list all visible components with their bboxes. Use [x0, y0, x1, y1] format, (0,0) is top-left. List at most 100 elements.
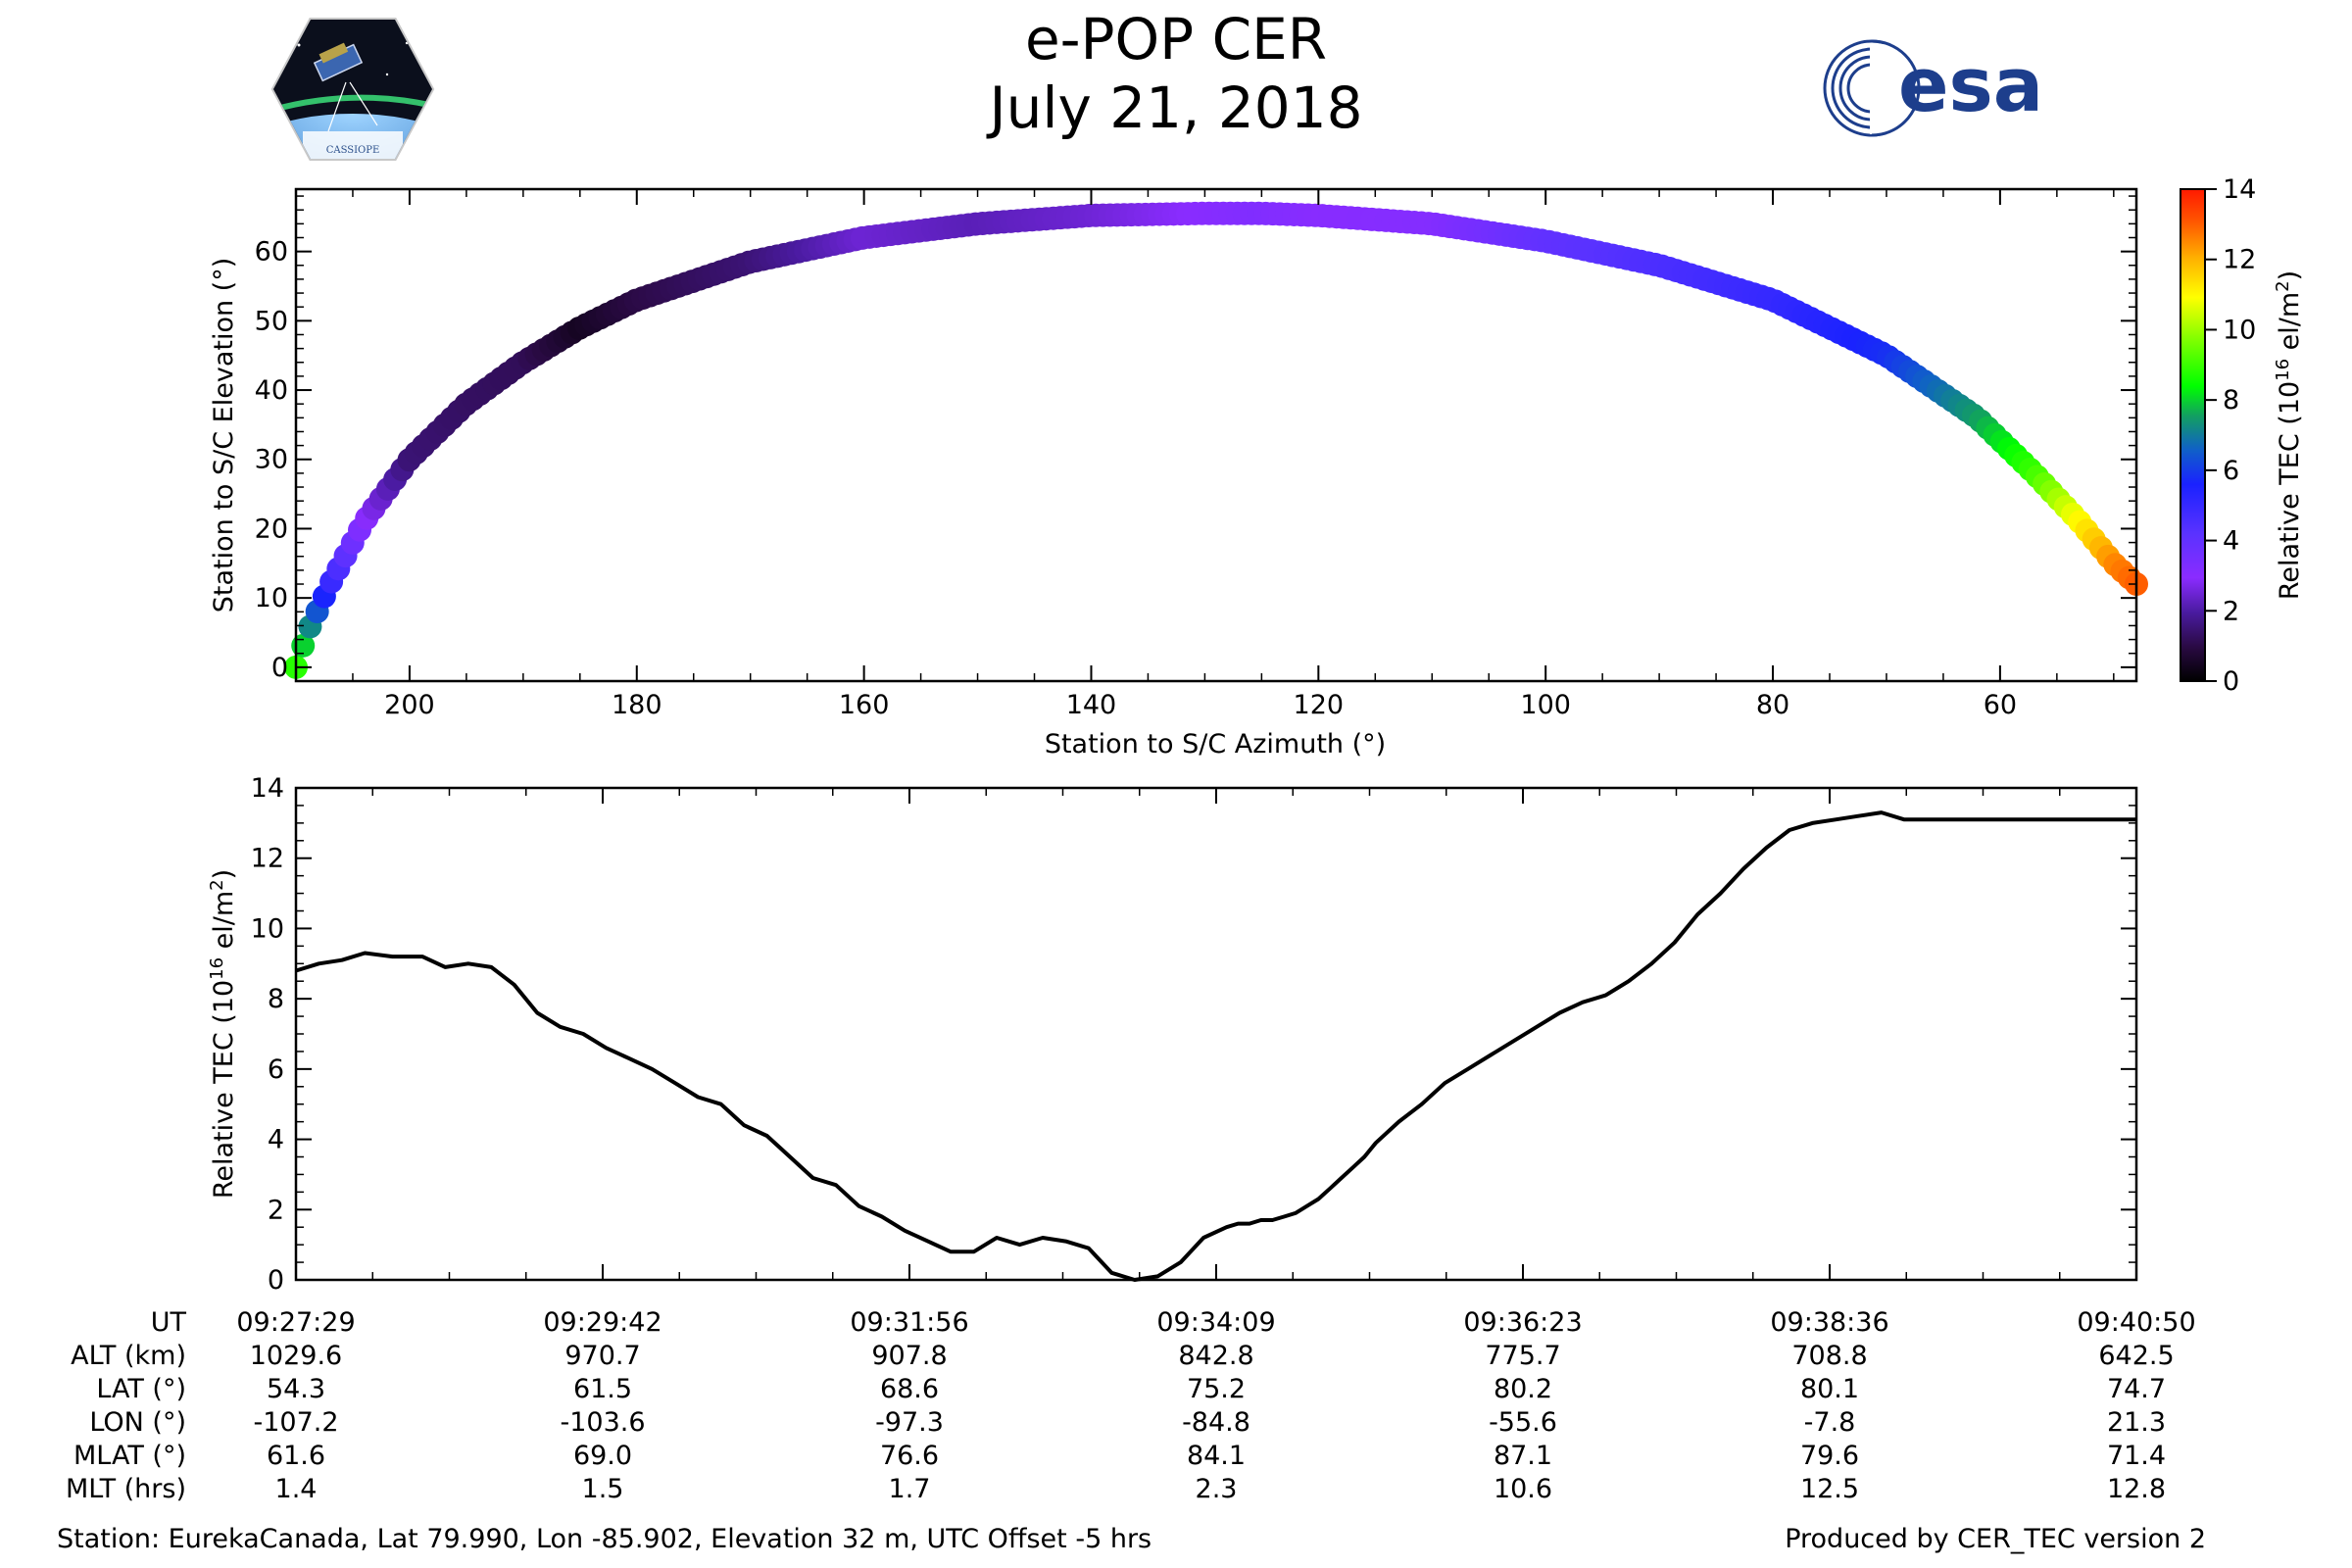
table-cell: 80.1 — [1800, 1374, 1859, 1404]
table-cell: 1.5 — [582, 1474, 624, 1504]
figure-title: e-POP CER — [1024, 6, 1328, 73]
x-tick-label: 160 — [839, 690, 890, 720]
x-tick-label: 100 — [1520, 690, 1571, 720]
x-tick-label: 200 — [384, 690, 435, 720]
colorbar-tick-label: 8 — [2223, 385, 2239, 416]
x-tick-label: 180 — [612, 690, 662, 720]
y-tick-label: 20 — [255, 514, 288, 544]
figure-date: July 21, 2018 — [989, 74, 1363, 141]
table-row-label: LAT (°) — [96, 1374, 186, 1404]
y-tick-label: 8 — [268, 984, 284, 1014]
table-cell: 84.1 — [1187, 1441, 1246, 1471]
colorbar-tick-label: 0 — [2223, 666, 2239, 697]
table-cell: 1029.6 — [250, 1341, 342, 1371]
table-row-label: ALT (km) — [71, 1341, 186, 1371]
colorbar-tick-label: 2 — [2223, 596, 2239, 626]
table-cell: 80.2 — [1494, 1374, 1552, 1404]
table-cell: 842.8 — [1178, 1341, 1253, 1371]
table-cell: -97.3 — [875, 1407, 944, 1438]
cassiope-logo-text: CASSIOPE — [326, 145, 380, 156]
table-cell: 1.7 — [889, 1474, 931, 1504]
y-tick-label: 12 — [251, 844, 284, 874]
table-cell: 54.3 — [267, 1374, 325, 1404]
table-cell: 907.8 — [871, 1341, 947, 1371]
esa-logo: esa — [1823, 39, 2043, 137]
table-cell: 75.2 — [1187, 1374, 1246, 1404]
table-cell: 642.5 — [2098, 1341, 2174, 1371]
x-tick-label: 120 — [1294, 690, 1345, 720]
tec-line — [295, 810, 2136, 1282]
table-cell: 775.7 — [1485, 1341, 1560, 1371]
y-tick-label: 0 — [268, 1265, 284, 1296]
table-cell: -107.2 — [253, 1407, 338, 1438]
table-cell: 71.4 — [2107, 1441, 2166, 1471]
table-cell: 68.6 — [880, 1374, 939, 1404]
table-cell: 21.3 — [2107, 1407, 2166, 1438]
table-cell: -103.6 — [560, 1407, 645, 1438]
table-cell: 12.8 — [2107, 1474, 2166, 1504]
y-tick-label: 14 — [251, 773, 284, 804]
table-cell: 09:31:56 — [850, 1307, 968, 1338]
azimuth-axis-label: Station to S/C Azimuth (°) — [1045, 729, 1386, 760]
table-cell: 09:40:50 — [2077, 1307, 2195, 1338]
colorbar — [2180, 188, 2206, 682]
table-cell: 09:29:42 — [543, 1307, 662, 1338]
table-cell: -55.6 — [1489, 1407, 1557, 1438]
table-cell: -7.8 — [1804, 1407, 1856, 1438]
tec-time-chart: 0 2 4 6 8 10 12 14 Relative TEC (1016 el/m2) — [207, 773, 2138, 1296]
table-cell: 12.5 — [1800, 1474, 1859, 1504]
x-tick-label: 80 — [1756, 690, 1789, 720]
table-cell: 76.6 — [880, 1441, 939, 1471]
elevation-track — [284, 201, 2148, 679]
esa-logo-text: esa — [1898, 41, 2043, 128]
table-cell: 2.3 — [1196, 1474, 1238, 1504]
table-cell: 61.6 — [267, 1441, 325, 1471]
x-tick-label: 60 — [1984, 690, 2017, 720]
y-tick-label: 4 — [268, 1125, 284, 1155]
y-tick-label: 10 — [251, 913, 284, 944]
cassiope-logo: CASSIOPE — [270, 18, 435, 161]
y-tick-label: 10 — [255, 583, 288, 613]
table-cell: 61.5 — [573, 1374, 632, 1404]
table-cell: 970.7 — [564, 1341, 640, 1371]
table-cell: 09:34:09 — [1156, 1307, 1275, 1338]
colorbar-tick-label: 10 — [2223, 315, 2256, 345]
table-cell: 09:36:23 — [1463, 1307, 1582, 1338]
y-tick-label: 2 — [268, 1195, 284, 1225]
table-cell: -84.8 — [1182, 1407, 1250, 1438]
y-tick-label: 50 — [255, 306, 288, 336]
table-cell: 1.4 — [275, 1474, 318, 1504]
y-tick-label: 6 — [268, 1054, 284, 1085]
colorbar-tick-label: 6 — [2223, 456, 2239, 486]
table-cell: 09:38:36 — [1770, 1307, 1888, 1338]
table-cell: 09:27:29 — [236, 1307, 355, 1338]
producer-info: Produced by CER_TEC version 2 — [1785, 1524, 2206, 1554]
colorbar-tick-label: 14 — [2223, 174, 2256, 205]
table-row-label: LON (°) — [89, 1407, 186, 1438]
colorbar-tick-label: 4 — [2223, 526, 2239, 557]
table-row-label: MLT (hrs) — [66, 1474, 186, 1504]
table-row-label: UT — [151, 1307, 187, 1338]
table-cell: 10.6 — [1494, 1474, 1552, 1504]
elevation-axis-label: Station to S/C Elevation (°) — [209, 258, 239, 613]
x-tick-label: 140 — [1066, 690, 1117, 720]
table-row-label: MLAT (°) — [74, 1441, 186, 1471]
tec-chart-frame — [294, 786, 2138, 1282]
table-cell: 708.8 — [1791, 1341, 1867, 1371]
station-info: Station: EurekaCanada, Lat 79.990, Lon -… — [57, 1524, 1152, 1554]
tec-axis-label: Relative TEC (1016 el/m2) — [207, 869, 239, 1199]
y-tick-label: 60 — [255, 237, 288, 268]
y-tick-label: 0 — [271, 653, 288, 683]
table-cell: 87.1 — [1494, 1441, 1552, 1471]
elevation-chart-frame — [294, 187, 2138, 683]
table-cell: 74.7 — [2107, 1374, 2166, 1404]
table-cell: 79.6 — [1800, 1441, 1859, 1471]
table-cell: 69.0 — [573, 1441, 632, 1471]
y-tick-label: 40 — [255, 375, 288, 406]
colorbar-tick-label: 12 — [2223, 245, 2256, 275]
colorbar-label: Relative TEC (1016 el/m2) — [2273, 270, 2305, 600]
y-tick-label: 30 — [255, 445, 288, 475]
